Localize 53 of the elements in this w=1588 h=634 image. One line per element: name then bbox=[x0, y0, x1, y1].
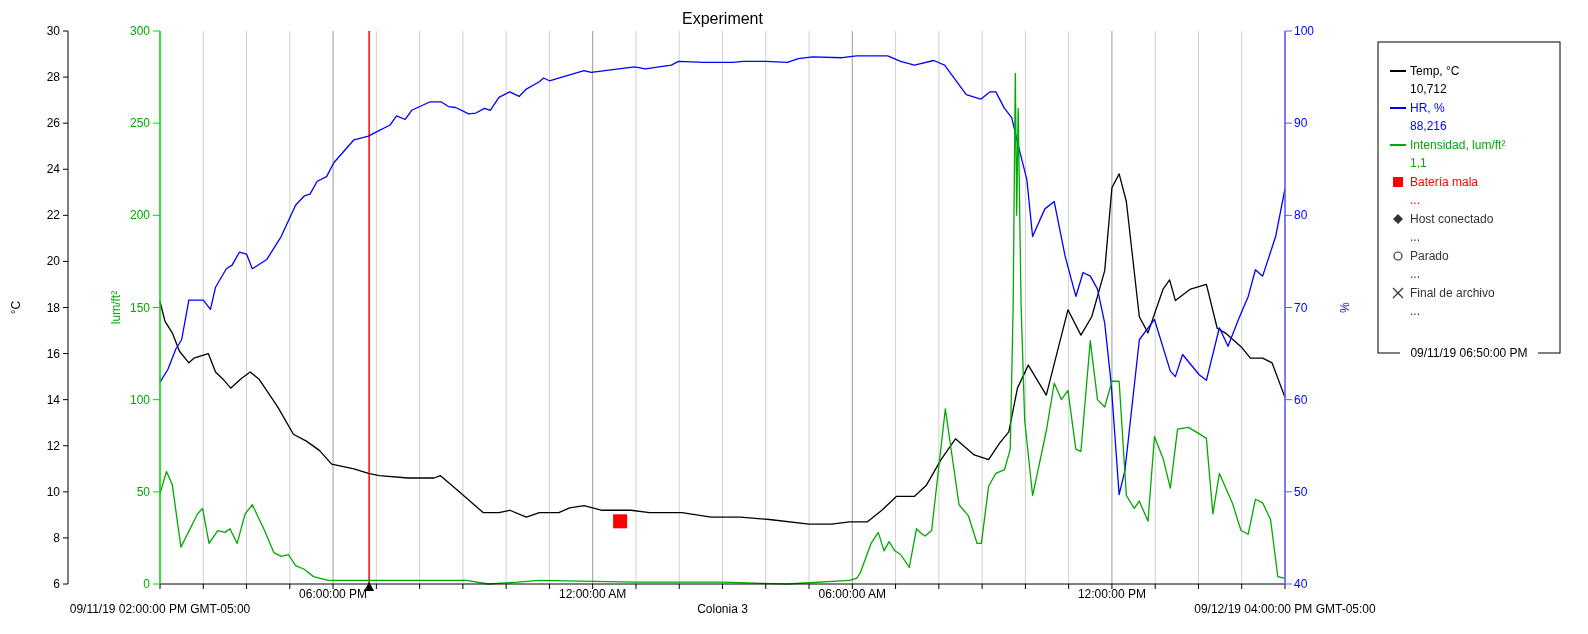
y2-tick-label: 300 bbox=[129, 24, 151, 38]
y-axis-title: °C bbox=[9, 300, 23, 315]
y3-tick-label: 70 bbox=[1294, 300, 1308, 315]
y-tick-label: 14 bbox=[46, 392, 61, 407]
x-axis-title: Colonia 3 bbox=[697, 602, 749, 616]
y3-tick-label: 100 bbox=[1294, 24, 1315, 38]
y3-tick-label: 90 bbox=[1294, 116, 1308, 131]
text: ... bbox=[1410, 193, 1421, 207]
y-tick-label: 16 bbox=[46, 346, 61, 361]
y-tick-label: 10 bbox=[46, 484, 61, 499]
legend-label: Parado bbox=[1410, 249, 1450, 263]
y2-tick-label: 250 bbox=[129, 116, 151, 131]
text: 88,216 bbox=[1410, 119, 1448, 133]
legend-label: Host conectado bbox=[1410, 212, 1494, 226]
y2-tick-label: 0 bbox=[143, 577, 151, 591]
y-tick-label: 28 bbox=[46, 70, 61, 85]
y-tick-label: 20 bbox=[46, 254, 61, 269]
y3-tick-label: 50 bbox=[1294, 484, 1308, 499]
y-tick-label: 8 bbox=[53, 530, 61, 545]
y-tick-label: 12 bbox=[46, 438, 61, 453]
legend-label: Final de archivo bbox=[1410, 286, 1496, 300]
text: 09/12/19 04:00:00 PM GMT-05:00 bbox=[1194, 602, 1377, 616]
text: ... bbox=[1410, 230, 1421, 244]
legend-label: Intensidad, lum/ft² bbox=[1410, 138, 1506, 152]
text: 09/11/19 06:50:00 PM bbox=[1410, 346, 1528, 360]
text: ... bbox=[1410, 267, 1421, 281]
y2-tick-label: 200 bbox=[129, 208, 151, 223]
text: 09/11/19 02:00:00 PM GMT-05:00 bbox=[69, 602, 251, 616]
x-tick-label: 12:00:00 AM bbox=[559, 587, 627, 601]
y3-tick-label: 60 bbox=[1294, 392, 1308, 407]
y-tick-label: 24 bbox=[46, 162, 61, 177]
y2-tick-label: 100 bbox=[129, 392, 151, 407]
y3-axis-title: % bbox=[1337, 302, 1351, 314]
y2-axis-title: lum/ft² bbox=[109, 290, 123, 325]
y-tick-label: 30 bbox=[46, 24, 61, 38]
x-tick-label: 12:00:00 PM bbox=[1077, 587, 1146, 601]
text: 10,712 bbox=[1410, 82, 1448, 96]
y3-tick-label: 80 bbox=[1294, 208, 1308, 223]
legend-label: Batería mala bbox=[1410, 175, 1479, 189]
y-tick-label: 18 bbox=[46, 300, 61, 315]
y2-tick-label: 150 bbox=[129, 300, 151, 315]
chart-title: Experiment bbox=[682, 10, 764, 27]
x-tick-label: 06:00:00 PM bbox=[299, 587, 368, 601]
legend-label: HR, % bbox=[1410, 101, 1445, 115]
y-tick-label: 22 bbox=[46, 208, 61, 223]
y2-tick-label: 50 bbox=[136, 484, 151, 499]
legend-label: Temp, °C bbox=[1410, 64, 1460, 78]
y-tick-label: 6 bbox=[53, 577, 61, 591]
text: 1,1 bbox=[1410, 156, 1428, 170]
y3-tick-label: 40 bbox=[1294, 577, 1308, 591]
x-tick-label: 06:00:00 AM bbox=[818, 587, 886, 601]
text: ... bbox=[1410, 304, 1421, 318]
y-tick-label: 26 bbox=[46, 116, 61, 131]
